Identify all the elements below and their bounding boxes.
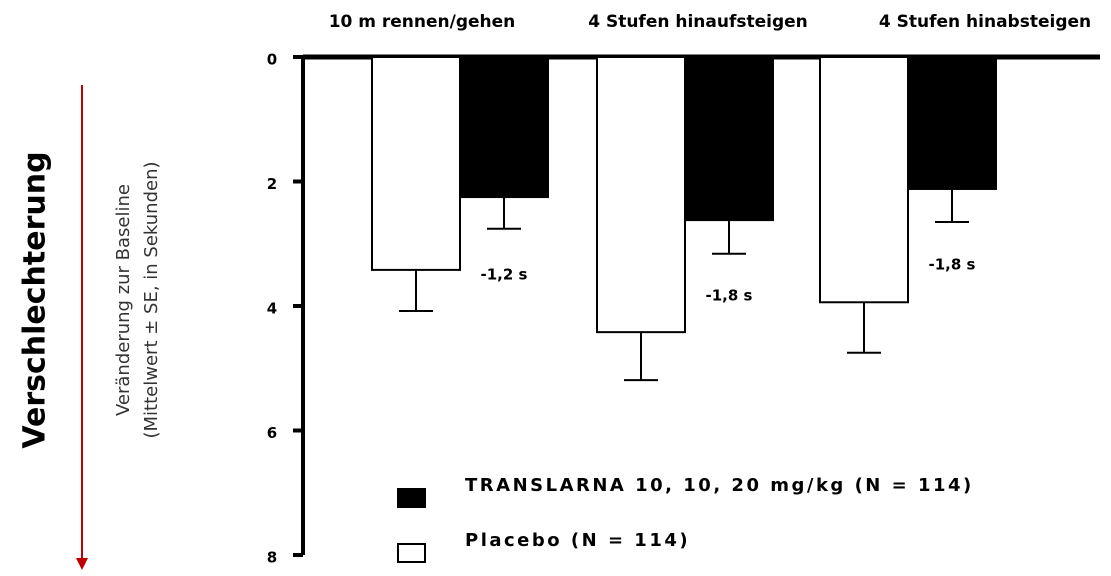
side-label: Verschlechterung [18,151,53,448]
y-tick-label: 0 [267,51,277,69]
y-tick-label: 4 [267,300,277,318]
arrow-head [76,558,88,570]
y-tick-label: 8 [267,549,277,567]
annotation: -1,8 s [929,256,976,274]
x-tick-label: 10 m rennen/gehen [329,12,516,32]
legend-label: Placebo (N = 114) [465,530,690,551]
bar [907,56,997,190]
legend-swatch [397,543,426,563]
y-tick-label: 6 [267,424,277,442]
y-axis-label: (Mittelwert ± SE, in Sekunden) [141,161,162,438]
bar [684,56,774,222]
bar [459,56,549,199]
bar [819,56,909,304]
bar [371,56,461,271]
y-tick-label: 2 [267,175,277,193]
annotation: -1,8 s [706,287,753,305]
x-tick-label: 4 Stufen hinaufsteigen [588,12,808,32]
legend-label: TRANSLARNA 10, 10, 20 mg/kg (N = 114) [465,475,974,496]
bar [596,56,686,334]
x-tick-label: 4 Stufen hinabsteigen [879,12,1091,32]
legend-swatch [397,488,426,508]
annotation: -1,2 s [481,266,528,284]
y-axis-label: Veränderung zur Baseline [113,184,134,416]
